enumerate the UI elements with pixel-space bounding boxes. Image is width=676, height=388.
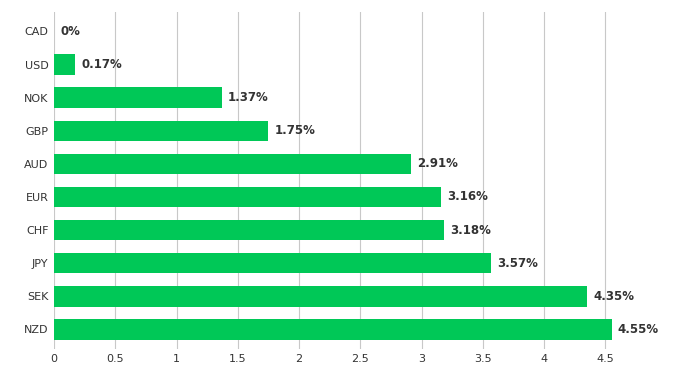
Text: 4.55%: 4.55%	[618, 323, 659, 336]
Text: 3.57%: 3.57%	[498, 256, 539, 270]
Bar	[54, 286, 587, 307]
Bar	[54, 54, 75, 75]
Text: 1.37%: 1.37%	[228, 91, 269, 104]
Bar	[54, 154, 410, 174]
Bar	[54, 253, 491, 274]
Text: 2.91%: 2.91%	[416, 158, 458, 170]
Bar	[54, 187, 441, 207]
Text: 0%: 0%	[60, 25, 80, 38]
Text: 0.17%: 0.17%	[81, 58, 122, 71]
Text: 3.16%: 3.16%	[448, 191, 488, 203]
Bar	[54, 319, 612, 340]
Text: 1.75%: 1.75%	[274, 124, 316, 137]
Bar	[54, 121, 268, 141]
Text: 4.35%: 4.35%	[593, 290, 634, 303]
Bar	[54, 220, 443, 240]
Text: 3.18%: 3.18%	[450, 223, 491, 237]
Bar	[54, 87, 222, 108]
